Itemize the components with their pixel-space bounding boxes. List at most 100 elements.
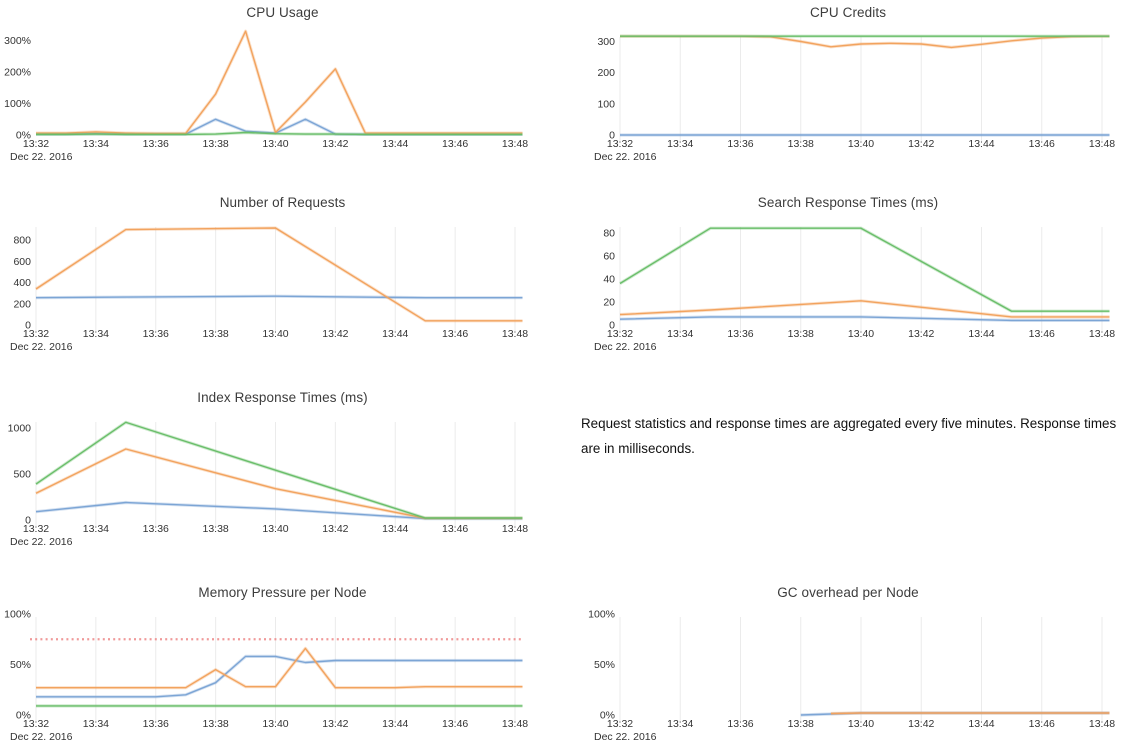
chart-canvas-cpu-usage[interactable]: 0% 100% 200% 300% 13:32 13:34 13:36 13:38 13:40 1…	[0, 23, 565, 163]
x-tick-label: 13:32	[607, 718, 633, 730]
y-tick-label: 1000	[8, 422, 32, 434]
series-line-orange	[36, 30, 523, 135]
x-tick-label: 13:42	[322, 138, 348, 150]
x-tick-label: 13:44	[968, 138, 994, 150]
chart-search-response-times: Search Response Times (ms) 0 20 40 60 80 13:3…	[565, 190, 1131, 355]
x-tick-label: 13:38	[788, 718, 814, 730]
x-tick-label: 13:38	[202, 328, 228, 340]
y-tick-label: 300%	[4, 35, 31, 47]
y-tick-label: 80	[603, 227, 615, 239]
aggregation-note: Request statistics and response times ar…	[581, 416, 1117, 456]
x-tick-label: 13:36	[143, 718, 169, 730]
x-tick-label: 13:40	[848, 138, 874, 150]
chart-title-memory-pressure: Memory Pressure per Node	[198, 585, 367, 600]
x-tick-label: 13:36	[727, 718, 753, 730]
x-tick-label: 13:46	[442, 718, 468, 730]
x-tick-label: 13:44	[382, 328, 408, 340]
y-tick-label: 800	[13, 235, 31, 247]
y-tick-label: 600	[13, 256, 31, 268]
chart-cpu-usage: CPU Usage 0% 100% 200% 300% 13:32 13:34 13:36 1…	[0, 0, 565, 163]
x-tick-label: 13:46	[442, 328, 468, 340]
series-line-orange	[35, 227, 523, 322]
chart-title-number-of-requests: Number of Requests	[219, 195, 346, 210]
x-tick-label: 13:46	[442, 138, 468, 150]
y-tick-label: 100%	[4, 609, 31, 621]
chart-canvas-search-response-times[interactable]: 0 20 40 60 80 13:32 13:34 13:36 13:38 13:40 13:42 1…	[565, 213, 1131, 353]
chart-number-of-requests: Number of Requests 0 200 400 600 800 13:32 13:…	[0, 190, 565, 355]
x-tick-label: 13:48	[1089, 138, 1115, 150]
x-tick-label: 13:42	[908, 138, 934, 150]
x-tick-label: 13:40	[262, 718, 288, 730]
x-tick-label: 13:32	[23, 328, 49, 340]
x-tick-label: 13:34	[667, 718, 693, 730]
chart-canvas-number-of-requests[interactable]: 0 200 400 600 800 13:32 13:34 13:36 13:38 13:40 13…	[0, 213, 565, 353]
x-tick-label: 13:48	[502, 718, 528, 730]
y-tick-label: 200%	[4, 67, 31, 79]
x-tick-label: 13:34	[83, 523, 109, 535]
y-tick-label: 500	[13, 468, 31, 480]
x-tick-label: 13:32	[607, 138, 633, 150]
x-tick-label: 13:42	[322, 328, 348, 340]
date-label: Dec 22. 2016	[594, 341, 657, 353]
chart-canvas-gc-overhead[interactable]: 0% 50% 100% 13:32 13:34 13:36 13:38 13:40 13:42 1…	[565, 603, 1131, 743]
series-glow-orange	[619, 299, 1110, 319]
y-tick-label: 100%	[588, 609, 615, 621]
y-tick-label: 200	[597, 67, 615, 79]
x-tick-label: 13:32	[23, 523, 49, 535]
series-line-orange	[619, 300, 1110, 318]
x-tick-label: 13:48	[502, 328, 528, 340]
x-tick-label: 13:38	[788, 328, 814, 340]
x-tick-label: 13:46	[442, 523, 468, 535]
x-tick-label: 13:38	[202, 138, 228, 150]
x-tick-label: 13:36	[143, 328, 169, 340]
y-tick-label: 0%	[600, 710, 615, 722]
chart-canvas-cpu-credits[interactable]: 0 100 200 300 13:32 13:34 13:36 13:38 13:40 13:42…	[565, 23, 1131, 163]
chart-cpu-credits: CPU Credits 0 100 200 300 13:32 13:34 13:36 13:…	[565, 0, 1131, 163]
series-glow-green	[619, 226, 1110, 313]
y-tick-label: 40	[603, 273, 615, 285]
x-tick-label: 13:34	[83, 718, 109, 730]
x-tick-label: 13:46	[1029, 328, 1055, 340]
y-tick-label: 0	[609, 130, 615, 142]
x-tick-label: 13:42	[908, 718, 934, 730]
chart-canvas-index-response-times[interactable]: 0 500 1000 13:32 13:34 13:36 13:38 13:40 13:42 13…	[0, 408, 565, 548]
x-tick-label: 13:36	[143, 138, 169, 150]
date-label: Dec 22. 2016	[10, 151, 73, 163]
x-tick-label: 13:42	[322, 523, 348, 535]
y-tick-label: 60	[603, 250, 615, 262]
y-tick-label: 0	[25, 320, 31, 332]
x-tick-label: 13:40	[848, 718, 874, 730]
x-tick-label: 13:40	[262, 328, 288, 340]
chart-canvas-memory-pressure[interactable]: 0% 50% 100% 13:32 13:34 13:36 13:38 13:40 13:42 1…	[0, 603, 565, 743]
chart-title-search-response-times: Search Response Times (ms)	[757, 195, 939, 210]
x-tick-label: 13:34	[667, 138, 693, 150]
chart-title-cpu-usage: CPU Usage	[246, 5, 319, 20]
x-tick-label: 13:46	[1029, 138, 1055, 150]
x-tick-label: 13:48	[502, 138, 528, 150]
y-tick-label: 0%	[16, 130, 31, 142]
chart-title-cpu-credits: CPU Credits	[809, 5, 887, 20]
x-tick-label: 13:48	[502, 523, 528, 535]
x-tick-label: 13:36	[727, 328, 753, 340]
date-label: Dec 22. 2016	[594, 731, 657, 743]
y-tick-label: 200	[13, 298, 31, 310]
x-tick-label: 13:44	[382, 138, 408, 150]
x-tick-label: 13:48	[1089, 328, 1115, 340]
y-tick-label: 0	[609, 320, 615, 332]
series-line-orange	[830, 712, 1110, 715]
series-line-orange	[620, 35, 1110, 49]
y-tick-label: 20	[603, 296, 615, 308]
series-line-blue	[619, 316, 1110, 322]
x-tick-label: 13:38	[202, 718, 228, 730]
chart-index-response-times: Index Response Times (ms) 0 500 1000 13:32 1…	[0, 385, 565, 550]
y-tick-label: 300	[597, 36, 615, 48]
series-line-blue	[35, 295, 523, 299]
x-tick-label: 13:48	[1089, 718, 1115, 730]
x-tick-label: 13:34	[83, 328, 109, 340]
x-tick-label: 13:44	[968, 328, 994, 340]
y-tick-label: 50%	[10, 659, 31, 671]
x-tick-label: 13:44	[382, 523, 408, 535]
x-tick-label: 13:42	[322, 718, 348, 730]
series-line-orange	[36, 647, 523, 689]
date-label: Dec 22. 2016	[10, 731, 73, 743]
